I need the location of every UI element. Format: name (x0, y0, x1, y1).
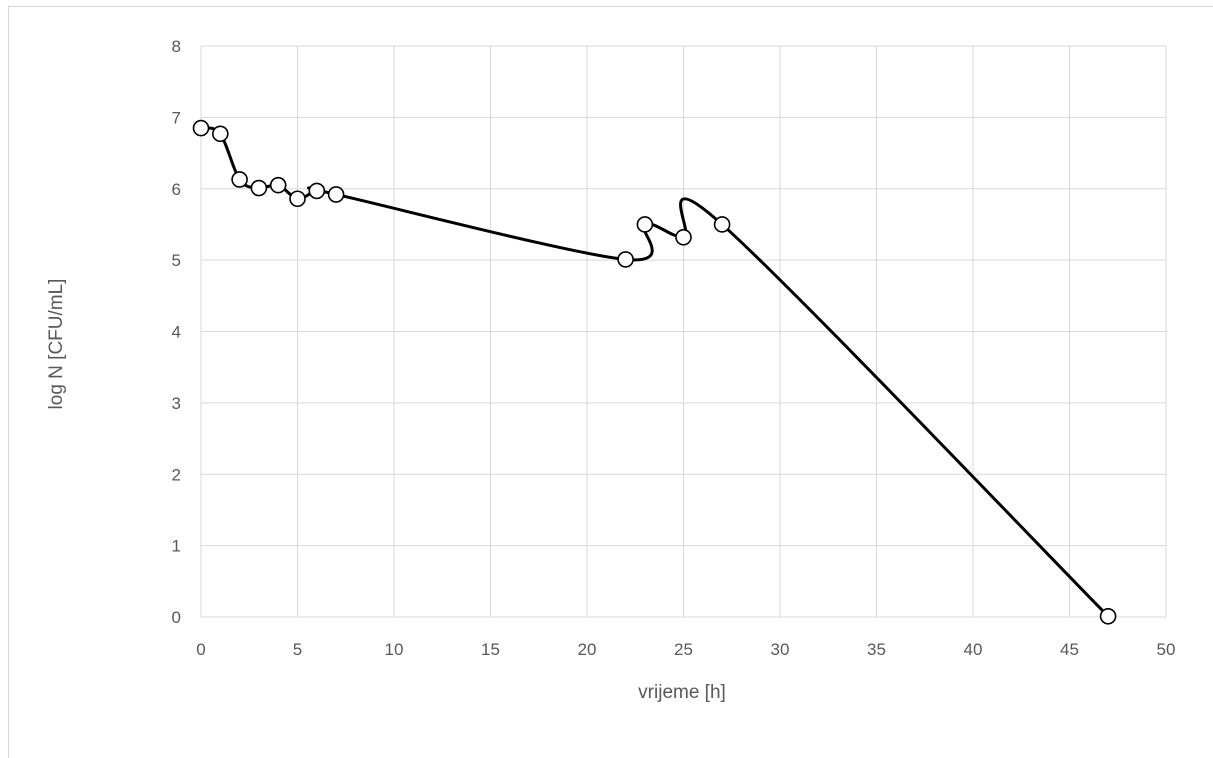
x-tick-label: 20 (578, 640, 597, 659)
x-tick-label: 50 (1157, 640, 1176, 659)
x-axis-title: vrijeme [h] (638, 682, 726, 703)
x-tick-label: 5 (293, 640, 302, 659)
data-point (675, 228, 692, 246)
data-point (231, 171, 248, 188)
x-tick-label: 0 (196, 640, 205, 659)
data-point (713, 216, 731, 233)
chart-frame (8, 6, 1213, 758)
x-tick-label: 35 (867, 640, 886, 659)
data-point (617, 251, 634, 268)
data-point (192, 119, 210, 137)
data-points (192, 119, 1117, 625)
data-point (289, 190, 306, 208)
x-tick-label: 30 (771, 640, 790, 659)
data-point (636, 216, 654, 233)
y-tick-label: 5 (172, 251, 181, 270)
gridlines (200, 45, 1167, 618)
y-tick-label: 8 (172, 37, 181, 56)
y-tick-label: 0 (172, 608, 181, 627)
y-tick-label: 6 (172, 180, 181, 199)
data-point (327, 186, 345, 203)
x-tick-label: 40 (964, 640, 983, 659)
x-tick-label: 10 (385, 640, 404, 659)
y-tick-label: 7 (172, 108, 181, 127)
x-axis-ticks: 0 5 10 15 20 25 30 35 40 45 50 (196, 640, 1175, 659)
data-point (308, 182, 326, 200)
data-point (269, 176, 287, 194)
x-tick-label: 15 (481, 640, 500, 659)
y-axis-title: log N [CFU/mL] (46, 279, 67, 410)
data-point (250, 179, 268, 197)
y-tick-label: 1 (172, 537, 181, 556)
y-axis-ticks: 0 1 2 3 4 5 6 7 8 (172, 37, 181, 627)
data-point (1099, 607, 1117, 625)
y-tick-label: 3 (172, 394, 181, 413)
x-tick-label: 45 (1060, 640, 1079, 659)
y-tick-label: 2 (172, 465, 181, 484)
y-tick-label: 4 (172, 323, 181, 342)
x-tick-label: 25 (674, 640, 693, 659)
data-point (212, 125, 229, 143)
